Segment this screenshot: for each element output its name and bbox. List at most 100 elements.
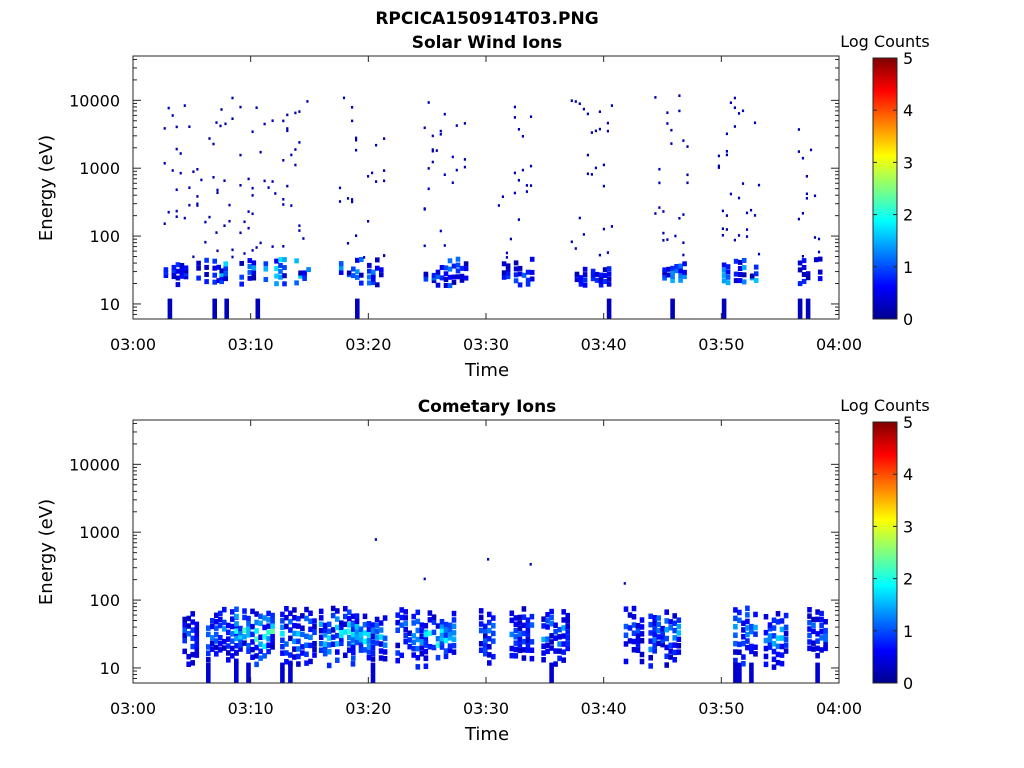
heatmap-cell (491, 623, 496, 629)
heatmap-cell (771, 625, 777, 631)
heatmap-cell (274, 258, 279, 264)
heatmap-cell (525, 632, 531, 638)
heatmap-cell (374, 616, 380, 623)
heatmap-cell (339, 636, 344, 643)
axes: 03:00 03:10 03:20 03:30 03:40 03:50 04:00 10 100… (69, 56, 862, 354)
heatmap-cell (215, 121, 218, 124)
heatmap-cell (565, 623, 570, 630)
heatmap-cell (525, 277, 531, 283)
heatmap-cell (204, 272, 209, 277)
heatmap-cell (354, 623, 360, 630)
heatmap-cell (242, 634, 247, 640)
heatmap-cell (355, 136, 358, 140)
heatmap-cell (258, 620, 263, 627)
heatmap-cell (415, 636, 421, 643)
heatmap-cell (318, 647, 324, 653)
heatmap-cell (561, 609, 566, 615)
heatmap-cell (411, 639, 416, 645)
heatmap-cell (258, 613, 263, 620)
heatmap-cell (545, 612, 550, 618)
heatmap-cell (196, 275, 201, 281)
heatmap-cell (435, 642, 441, 648)
heatmap-cell (247, 275, 253, 281)
heatmap-cell (308, 658, 313, 665)
heatmap-cell (497, 204, 500, 207)
heatmap-cell (602, 273, 608, 279)
heatmap-cell (171, 268, 177, 273)
heatmap-cell (194, 631, 200, 638)
heatmap-cell (451, 630, 457, 636)
heatmap-cell (370, 656, 376, 662)
heatmap-cell (664, 618, 669, 624)
heatmap-cell (282, 273, 287, 279)
heatmap-cell (767, 637, 773, 643)
heatmap-cell (346, 242, 350, 245)
heatmap-cell (478, 608, 484, 614)
heatmap-cell (721, 298, 727, 319)
heatmap-cell (797, 267, 803, 273)
heatmap-cell (375, 180, 378, 183)
colorbar-tick-label: 0 (903, 674, 913, 693)
heatmap-cell (370, 628, 376, 634)
heatmap-cell (171, 169, 174, 172)
heatmap-cell (431, 619, 437, 625)
heatmap-cell (779, 626, 785, 633)
heatmap-cell (672, 627, 677, 634)
heatmap-cell (807, 607, 812, 613)
heatmap-cell (163, 267, 169, 273)
heatmap-cell (243, 252, 246, 255)
heatmap-cell (451, 636, 457, 642)
heatmap-cell (678, 263, 683, 269)
heatmap-cell (278, 257, 283, 263)
heatmap-cell (206, 631, 211, 638)
heatmap-cell (419, 622, 425, 628)
heatmap-cell (807, 639, 812, 645)
heatmap-cell (194, 637, 200, 643)
heatmap-cell (266, 610, 271, 617)
heatmap-cell (823, 645, 828, 652)
heatmap-cell (733, 624, 738, 630)
heatmap-cell (623, 623, 629, 630)
heatmap-cell (443, 112, 446, 116)
heatmap-cell (815, 631, 820, 637)
heatmap-cell (175, 125, 178, 129)
heatmap-cell (270, 633, 275, 640)
heatmap-cell (196, 168, 199, 171)
heatmap-cell (182, 637, 187, 644)
heatmap-cell (741, 182, 745, 185)
heatmap-cell (541, 636, 546, 643)
heatmap-cell (757, 183, 761, 187)
heatmap-cell (300, 644, 305, 650)
y-tick-label: 10000 (69, 91, 120, 110)
heatmap-cell (292, 622, 297, 629)
heatmap-cell (779, 660, 785, 667)
heatmap-cell (658, 167, 661, 171)
heatmap-cell (196, 265, 201, 271)
heatmap-cell (521, 647, 527, 653)
heatmap-cell (660, 629, 665, 636)
heatmap-cell (733, 662, 738, 683)
heatmap-cell (505, 266, 511, 272)
heatmap-cell (509, 652, 515, 659)
heatmap-cell (366, 632, 372, 638)
heatmap-cell (678, 277, 683, 283)
heatmap-cell (290, 204, 293, 207)
heatmap-cell (214, 644, 219, 651)
heatmap-cell (288, 627, 293, 633)
heatmap-cell (359, 257, 364, 262)
heatmap-cell (163, 162, 166, 165)
colorbar-label: Log Counts (840, 32, 930, 51)
heatmap-cell (218, 610, 223, 617)
heatmap-cell (354, 618, 360, 624)
heatmap-cell (219, 271, 224, 277)
heatmap-cell (308, 626, 313, 633)
heatmap-cell (483, 651, 488, 657)
heatmap-cell (382, 635, 388, 642)
heatmap-cell (338, 265, 344, 271)
heatmap-cell (763, 629, 769, 636)
heatmap-cell (175, 275, 181, 281)
heatmap-cell (478, 641, 484, 647)
heatmap-cell (557, 648, 562, 654)
heatmap-cell (451, 610, 457, 617)
heatmap-cell (399, 652, 404, 659)
